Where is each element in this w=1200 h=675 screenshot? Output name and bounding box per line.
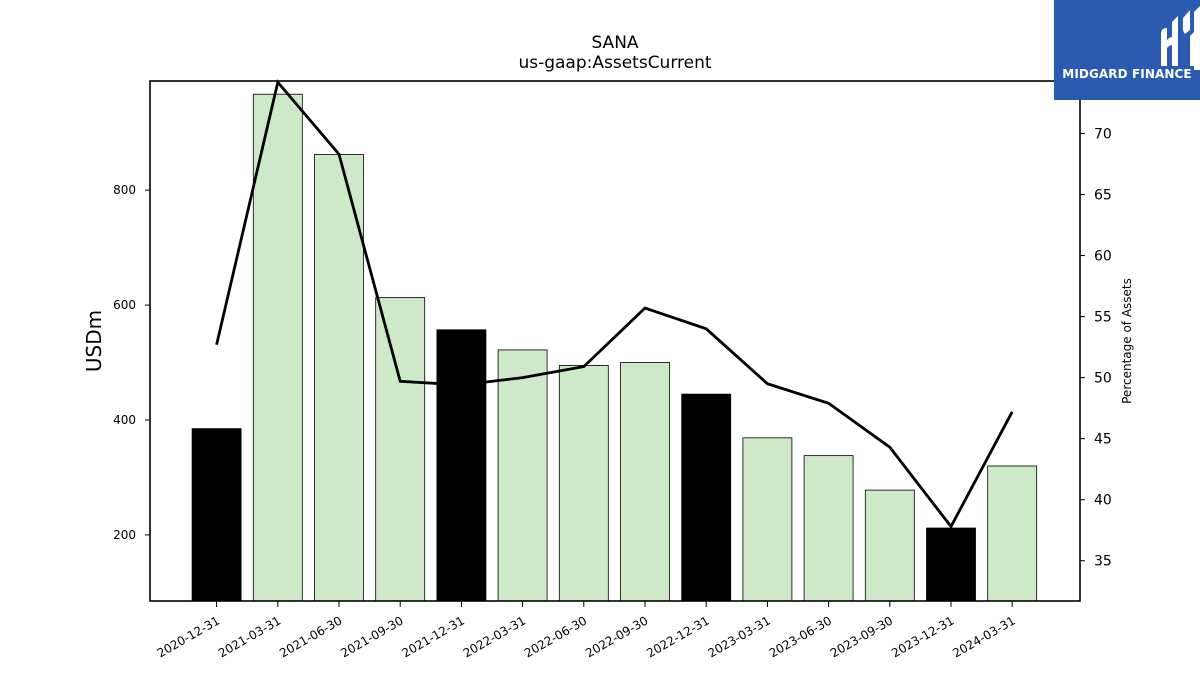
y-tick-label: 200 bbox=[113, 528, 136, 542]
x-tick-label: 2022-09-30 bbox=[583, 613, 650, 660]
x-tick-label: 2020-12-31 bbox=[155, 613, 222, 660]
plot-frame bbox=[149, 80, 1081, 602]
bar-2023-03-31 bbox=[742, 437, 793, 602]
logo-text: MIDGARD FINANCE bbox=[1062, 67, 1192, 81]
x-tick-label: 2023-09-30 bbox=[828, 613, 895, 660]
right-axis-ticks: 35 40 45 50 55 60 65 70 bbox=[1080, 126, 1112, 570]
x-tick-label: 2023-06-30 bbox=[767, 613, 834, 660]
y2-tick-label: 40 bbox=[1094, 493, 1112, 509]
y2-tick-label: 70 bbox=[1094, 126, 1112, 142]
line-group bbox=[215, 79, 1014, 530]
bar-2024-03-31 bbox=[987, 465, 1038, 602]
y-axis-label: USDm bbox=[82, 310, 106, 372]
y-tick-label: 600 bbox=[113, 298, 136, 312]
y2-tick-label: 55 bbox=[1094, 310, 1112, 326]
logo-mark-icon bbox=[1161, 6, 1200, 70]
left-axis-ticks: 200 400 600 800 bbox=[113, 183, 150, 542]
chart-title: SANA bbox=[591, 33, 638, 53]
bar-2021-06-30 bbox=[314, 154, 364, 602]
y2-tick-label: 45 bbox=[1094, 432, 1112, 448]
x-tick-label: 2021-03-31 bbox=[216, 613, 283, 660]
y2-tick-label: 50 bbox=[1094, 371, 1112, 387]
bar-2022-03-31 bbox=[497, 349, 548, 602]
bar-2023-12-31 bbox=[926, 527, 976, 602]
bar-2023-06-30 bbox=[803, 455, 854, 602]
bar-2021-12-31 bbox=[436, 329, 487, 602]
x-tick-label: 2021-09-30 bbox=[338, 613, 405, 660]
bar-2023-09-30 bbox=[864, 489, 915, 602]
y2-tick-label: 65 bbox=[1094, 188, 1112, 204]
bar-2022-09-30 bbox=[620, 362, 670, 602]
bar-2022-06-30 bbox=[558, 365, 609, 602]
chart-subtitle: us-gaap:AssetsCurrent bbox=[518, 53, 711, 73]
x-tick-label: 2024-03-31 bbox=[950, 613, 1017, 660]
bar-2020-12-31 bbox=[191, 428, 242, 602]
y2-tick-label: 35 bbox=[1094, 554, 1112, 570]
bar-2021-03-31 bbox=[252, 93, 303, 602]
x-tick-label: 2021-06-30 bbox=[277, 613, 344, 660]
y-tick-label: 800 bbox=[113, 183, 136, 197]
y2-axis-label: Percentage of Assets bbox=[1120, 278, 1134, 404]
x-axis-ticks: 2020-12-312021-03-312021-06-302021-09-30… bbox=[155, 601, 1018, 660]
midgard-finance-logo: MIDGARD FINANCE bbox=[1054, 0, 1200, 100]
x-tick-label: 2023-03-31 bbox=[705, 613, 772, 660]
y-tick-label: 400 bbox=[113, 413, 136, 427]
x-tick-label: 2022-03-31 bbox=[461, 613, 528, 660]
x-tick-label: 2022-12-31 bbox=[644, 613, 711, 660]
bar-2021-09-30 bbox=[375, 297, 426, 602]
x-tick-label: 2023-12-31 bbox=[889, 613, 956, 660]
bar-2022-12-31 bbox=[681, 393, 732, 602]
x-tick-label: 2022-06-30 bbox=[522, 613, 589, 660]
percentage-line bbox=[215, 79, 1014, 530]
y2-tick-label: 60 bbox=[1094, 249, 1112, 265]
x-tick-label: 2021-12-31 bbox=[399, 613, 466, 660]
bars-group bbox=[191, 93, 1038, 602]
